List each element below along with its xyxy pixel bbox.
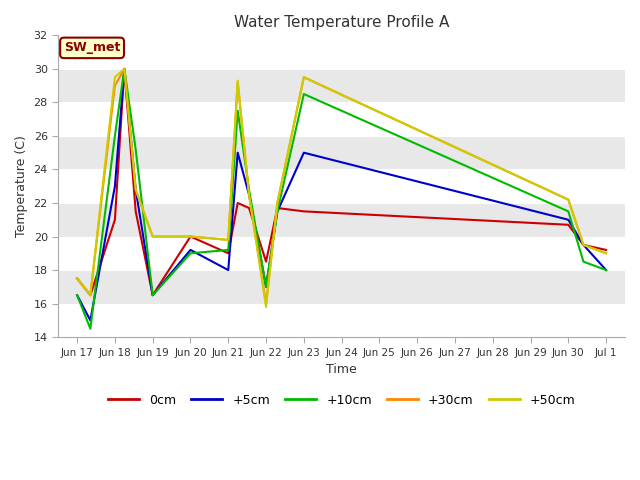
- Bar: [58, 303, 625, 337]
- Title: Water Temperature Profile A: Water Temperature Profile A: [234, 15, 449, 30]
- Legend: 0cm, +5cm, +10cm, +30cm, +50cm: 0cm, +5cm, +10cm, +30cm, +50cm: [102, 389, 580, 412]
- Bar: [58, 203, 625, 237]
- Bar: [58, 69, 625, 102]
- Bar: [58, 169, 625, 203]
- X-axis label: Time: Time: [326, 363, 357, 376]
- Bar: [58, 36, 625, 69]
- Bar: [58, 136, 625, 169]
- Bar: [58, 237, 625, 270]
- Bar: [58, 270, 625, 303]
- Text: SW_met: SW_met: [64, 41, 120, 54]
- Y-axis label: Temperature (C): Temperature (C): [15, 135, 28, 237]
- Bar: [58, 102, 625, 136]
